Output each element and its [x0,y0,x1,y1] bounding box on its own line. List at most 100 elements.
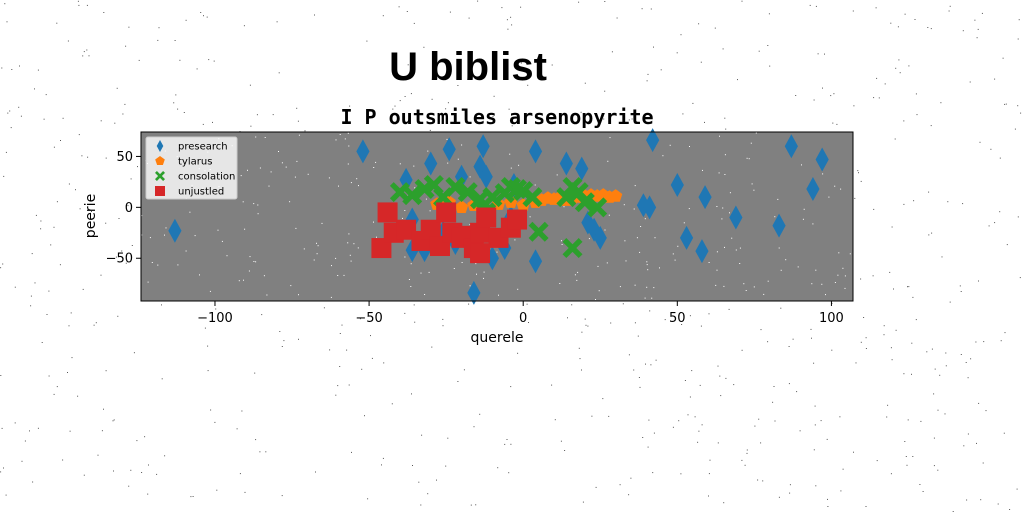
speckle-dot [725,128,727,130]
speckle-dot [376,236,377,238]
speckle-dot [457,158,459,160]
speckle-dot [744,464,746,466]
speckle-dot [564,450,566,451]
speckle-dot [18,106,20,108]
speckle-dot [214,421,216,423]
speckle-dot [608,214,610,216]
speckle-dot [468,17,470,19]
speckle-dot [501,7,503,9]
speckle-dot [48,290,50,292]
data-point [467,280,481,305]
speckle-dot [351,451,352,453]
speckle-dot [304,130,306,132]
speckle-dot [908,65,910,67]
data-point [470,243,491,264]
speckle-dot [399,100,401,102]
speckle-dot [810,328,812,330]
speckle-dot [105,370,107,372]
speckle-dot [296,107,298,109]
speckle-dot [669,144,671,146]
speckle-dot [883,325,885,327]
speckle-dot [185,19,187,21]
speckle-dot [53,393,55,395]
speckle-dot [101,430,103,432]
data-point [470,222,491,243]
speckle-dot [243,25,245,27]
speckle-dot [904,13,906,15]
speckle-dot [922,491,924,492]
data-point [575,156,589,181]
speckle-dot [908,286,910,288]
speckle-dot [754,425,756,427]
speckle-dot [642,437,644,438]
speckle-dot [903,203,905,205]
speckle-dot [307,173,309,175]
speckle-dot [427,493,429,495]
legend-label: tylarus [178,157,212,168]
speckle-dot [1004,332,1006,334]
speckle-dot [347,242,349,244]
speckle-dot [716,269,718,271]
speckle-dot [127,205,129,207]
speckle-dot [898,59,900,61]
speckle-dot [244,491,246,493]
speckle-dot [469,285,471,287]
speckle-dot [679,312,681,313]
speckle-dot [947,201,949,203]
speckle-dot [0,471,2,473]
speckle-dot [244,228,246,230]
speckle-dot [414,321,416,323]
speckle-dot [349,105,351,107]
speckle-dot [758,418,760,420]
speckle-dot [576,279,578,281]
speckle-dot [780,269,782,271]
speckle-dot [1014,128,1016,130]
speckle-dot [276,21,278,23]
speckle-dot [757,479,759,481]
speckle-dot [939,374,941,376]
speckle-dot [853,451,854,453]
speckle-dot [641,8,643,10]
speckle-dot [1,427,3,429]
speckle-dot [878,97,880,99]
speckle-dot [827,506,829,507]
speckle-dot [317,245,319,247]
speckle-dot [894,138,896,140]
speckle-dot [335,257,337,259]
speckle-dot [30,295,32,297]
speckle-dot [830,95,832,97]
speckle-dot [469,176,471,178]
speckle-dot [604,90,606,92]
speckle-dot [762,480,764,482]
speckle-dot [903,373,905,375]
speckle-dot [270,171,272,173]
speckle-dot [53,226,55,228]
x-tick-label: 0 [519,311,527,326]
data-point [473,154,487,179]
speckle-dot [960,291,962,292]
speckle-dot [884,83,886,85]
speckle-dot [243,279,244,281]
speckle-dot [62,459,64,461]
speckle-dot [651,297,653,299]
speckle-dot [349,254,351,256]
speckle-dot [507,28,509,30]
speckle-dot [723,285,725,287]
speckle-dot [639,386,641,388]
speckle-dot [504,443,506,445]
speckle-dot [331,265,332,267]
data-point [562,238,583,259]
speckle-dot [1017,38,1019,40]
speckle-dot [475,263,477,265]
speckle-dot [813,362,815,364]
speckle-dot [606,262,608,264]
speckle-dot [580,111,582,113]
speckle-dot [483,277,484,279]
speckle-dot [821,283,823,285]
speckle-dot [281,346,283,347]
speckle-dot [912,296,914,298]
speckle-dot [579,358,581,360]
speckle-dot [1003,432,1005,434]
data-point [679,225,694,250]
data-point [356,139,370,164]
